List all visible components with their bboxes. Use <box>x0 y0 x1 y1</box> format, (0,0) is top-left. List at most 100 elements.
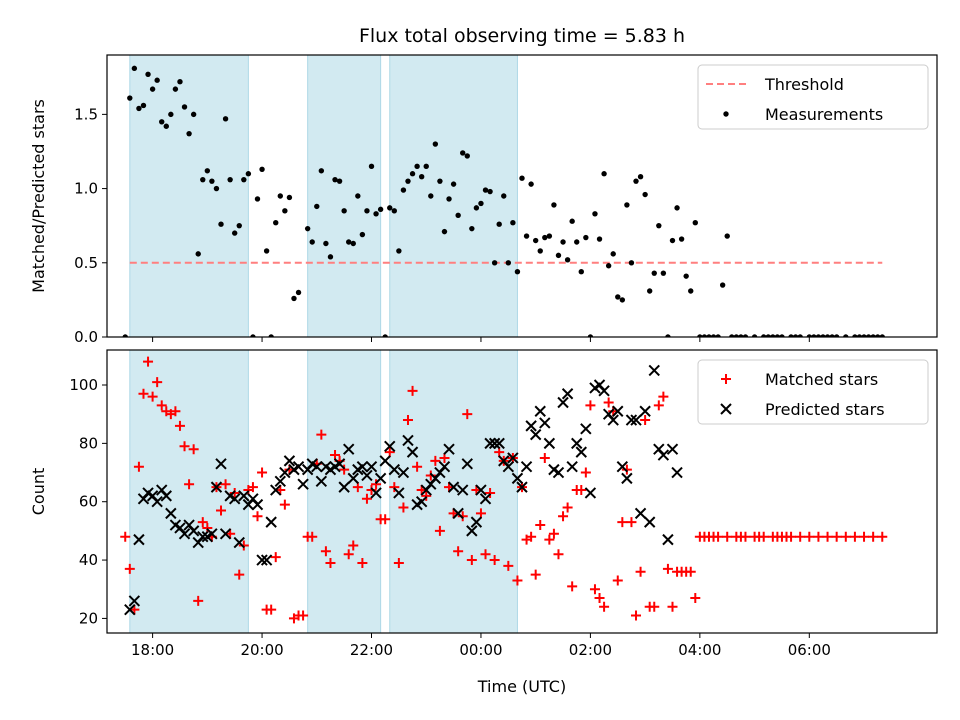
matched-star-point <box>526 531 537 542</box>
measurement-point <box>168 111 174 118</box>
observing-span <box>389 55 518 337</box>
matched-star-point <box>662 563 673 574</box>
measurement-point <box>195 251 201 257</box>
measurement-point <box>163 123 169 129</box>
predicted-star-point <box>584 487 597 499</box>
measurement-point <box>861 334 867 337</box>
measurement-point <box>291 295 297 302</box>
measurement-point <box>259 166 265 172</box>
measurement-point <box>574 239 580 245</box>
measurement-point <box>227 176 233 183</box>
matched-star-point <box>257 467 268 478</box>
matched-star-point <box>567 581 578 592</box>
matched-star-point <box>485 487 496 498</box>
matched-star-point <box>179 441 190 452</box>
measurement-point <box>879 334 885 337</box>
measurement-point <box>332 176 338 183</box>
measurement-point <box>450 181 457 187</box>
count-panel: 18:00 20:00 22:00 00:00 02:00 04:00 06:00 20 40 6… <box>29 349 938 696</box>
predicted-star-point <box>539 417 551 429</box>
predicted-star-point <box>657 449 670 461</box>
plot-area <box>122 55 885 337</box>
y-tick-label: 1.5 <box>74 105 98 123</box>
matched-star-point <box>457 511 468 522</box>
observing-span <box>307 350 382 633</box>
measurement-point <box>409 171 416 177</box>
measurement-point <box>391 208 398 214</box>
predicted-star-point <box>165 507 177 520</box>
predicted-star-point <box>493 437 505 450</box>
measurement-point <box>245 171 252 177</box>
matched-star-point <box>512 575 523 586</box>
measurement-point <box>596 236 603 242</box>
predicted-star-point <box>612 405 624 417</box>
matched-star-point <box>124 563 135 574</box>
measurement-point <box>464 153 470 159</box>
legend: Matched stars Predicted stars <box>697 359 929 425</box>
matched-star-point <box>594 592 605 603</box>
measurement-point <box>765 334 771 337</box>
measurement-point <box>437 178 443 184</box>
measurement-point <box>546 233 553 239</box>
predicted-star-point <box>124 603 136 616</box>
observing-span <box>129 55 249 337</box>
measurement-point <box>350 240 356 247</box>
legend-label: Threshold <box>764 75 844 94</box>
matched-star-point <box>462 409 473 420</box>
measurement-point <box>829 334 835 337</box>
matched-star-point <box>667 601 678 612</box>
matched-star-point <box>795 531 806 542</box>
measurement-point <box>186 130 192 137</box>
measurement-point <box>683 273 689 279</box>
y-tick-label: 1.0 <box>74 180 98 198</box>
measurement-point <box>254 196 261 202</box>
measurement-point <box>555 252 562 259</box>
measurement-point <box>706 334 712 337</box>
y-tick-label: 60 <box>79 493 98 511</box>
matched-star-point <box>298 610 309 621</box>
axes-frame <box>106 349 938 634</box>
measurement-point <box>501 193 507 199</box>
matched-star-point <box>868 531 879 542</box>
measurement-point <box>532 237 539 244</box>
measurement-point <box>519 175 525 181</box>
measurement-point <box>250 334 256 337</box>
measurement-point <box>688 288 694 294</box>
matched-star-point <box>612 575 623 586</box>
measurement-point <box>145 71 151 77</box>
matched-star-point <box>822 531 833 542</box>
matched-star-point <box>544 534 555 545</box>
measurement-point <box>200 176 206 183</box>
figure-title: Flux total observing time = 5.83 h <box>359 25 685 47</box>
matched-star-point <box>361 493 372 504</box>
predicted-star-point <box>338 481 350 493</box>
predicted-star-point <box>520 460 533 473</box>
axes-frame <box>106 54 938 338</box>
matched-star-point <box>548 528 559 539</box>
matched-star-point <box>603 397 614 408</box>
measurement-point <box>605 263 612 269</box>
predicted-star-point <box>516 481 528 493</box>
predicted-star-point <box>461 458 473 470</box>
measurement-point <box>396 248 402 254</box>
measurement-point <box>651 270 657 276</box>
matched-star-point <box>147 391 158 402</box>
matched-star-point <box>220 479 231 490</box>
measurement-point <box>710 334 717 337</box>
measurement-point <box>190 111 197 118</box>
predicted-star-point <box>206 528 218 540</box>
measurement-point <box>637 174 644 180</box>
predicted-star-point <box>311 460 323 473</box>
predicted-star-point <box>452 507 464 520</box>
predicted-star-point <box>511 472 524 485</box>
measurement-point <box>583 234 589 241</box>
matched-star-point <box>307 531 318 542</box>
matched-star-point <box>849 531 860 542</box>
predicted-star-point <box>228 493 241 505</box>
predicted-star-point <box>233 536 245 549</box>
x-tick-label: 18:00 <box>131 641 174 659</box>
ratio-panel: 0.0 0.5 1.0 1.5 Matched/Predicted stars Thres… <box>29 54 938 346</box>
x-axis-label: Time (UTC) <box>477 677 566 696</box>
measurement-point <box>496 221 502 227</box>
matched-star-point <box>430 455 441 466</box>
